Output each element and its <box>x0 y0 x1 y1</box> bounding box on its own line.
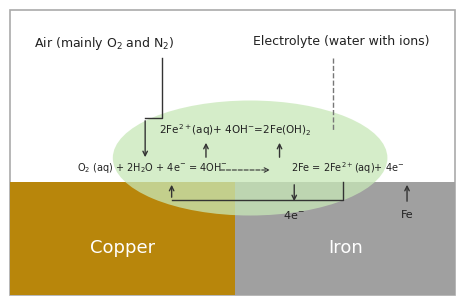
Ellipse shape <box>113 101 387 216</box>
Text: 2Fe$^{2+}$(aq)+ 4OH$^{-}$=2Fe(OH)$_2$: 2Fe$^{2+}$(aq)+ 4OH$^{-}$=2Fe(OH)$_2$ <box>159 122 312 138</box>
Bar <box>10 182 236 295</box>
Text: Fe: Fe <box>401 210 413 220</box>
Text: O$_2$ (aq) + 2H$_2$O + 4e$^{-}$ = 4OH$^{-}$: O$_2$ (aq) + 2H$_2$O + 4e$^{-}$ = 4OH$^{… <box>76 161 228 175</box>
Text: 4e$^{-}$: 4e$^{-}$ <box>283 209 305 221</box>
Text: Electrolyte (water with ions): Electrolyte (water with ions) <box>253 35 429 48</box>
Bar <box>236 182 455 295</box>
Text: Copper: Copper <box>90 239 155 257</box>
Text: Air (mainly O$_2$ and N$_2$): Air (mainly O$_2$ and N$_2$) <box>34 35 175 52</box>
Text: Iron: Iron <box>328 239 363 257</box>
Text: 2Fe = 2Fe$^{2+}$(aq)+ 4e$^{-}$: 2Fe = 2Fe$^{2+}$(aq)+ 4e$^{-}$ <box>292 160 405 176</box>
